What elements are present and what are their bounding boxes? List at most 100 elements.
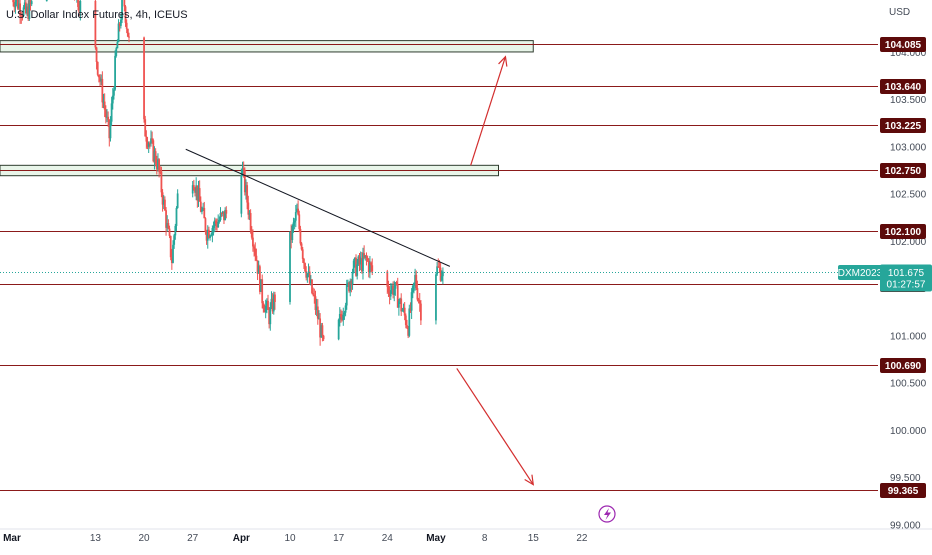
candle-body xyxy=(240,175,243,214)
candle-body xyxy=(246,185,249,203)
candle-body xyxy=(198,188,201,202)
candle-body xyxy=(121,0,123,20)
x-tick-label: 17 xyxy=(333,533,345,544)
candle-body xyxy=(153,151,156,162)
candle-body xyxy=(18,3,20,9)
candle-body xyxy=(250,230,253,238)
candle-body xyxy=(196,185,199,201)
candle-body xyxy=(337,319,340,340)
candle-body xyxy=(268,309,271,325)
candle-body xyxy=(306,273,309,278)
candle-body xyxy=(399,298,401,302)
arrow-line-0[interactable] xyxy=(470,56,507,166)
candle-body xyxy=(352,260,355,273)
candle-body xyxy=(392,285,394,295)
candle-body xyxy=(201,209,203,212)
candle-body xyxy=(365,255,368,259)
candle-body xyxy=(403,307,406,316)
candle-body xyxy=(96,61,99,75)
y-tick-label: 100.500 xyxy=(890,379,927,390)
x-axis[interactable]: Mar 13 20 27 Apr 10 17 24 May 8 15 22 xyxy=(3,533,588,544)
supply-zone-0[interactable] xyxy=(0,40,534,53)
candle-body xyxy=(102,101,105,103)
candle-body xyxy=(402,307,405,311)
candle-body xyxy=(343,312,346,315)
candle-body xyxy=(79,0,82,13)
candle-body xyxy=(151,138,154,141)
candle-body xyxy=(416,288,419,300)
current-price-tag-bg xyxy=(880,264,932,292)
candle-body xyxy=(353,257,356,261)
candle-body xyxy=(23,2,26,8)
candle-body xyxy=(143,37,145,120)
candle-body xyxy=(439,267,442,281)
candle-body xyxy=(270,298,273,308)
x-tick-label: 22 xyxy=(576,533,588,544)
candle-body xyxy=(296,208,298,213)
candle-body xyxy=(290,231,293,241)
candle-body xyxy=(241,168,244,176)
candle-body xyxy=(401,310,404,312)
candle-body xyxy=(389,290,392,297)
candle-body xyxy=(256,260,259,274)
x-tick-label: Mar xyxy=(3,533,21,544)
candle-body xyxy=(110,103,113,122)
candle-body xyxy=(409,308,412,311)
candle-body xyxy=(172,244,174,263)
candle-body xyxy=(411,285,414,293)
x-tick-label: May xyxy=(426,533,446,544)
candle-body xyxy=(289,231,291,302)
candle-body xyxy=(410,292,413,311)
candle-body xyxy=(255,255,258,261)
candle-body xyxy=(440,276,443,281)
candle-body xyxy=(157,159,159,170)
lightning-icon[interactable] xyxy=(598,505,616,523)
candle-body xyxy=(211,228,214,236)
drawings-layer xyxy=(0,55,878,486)
candle-body xyxy=(309,279,312,284)
candle-body xyxy=(15,0,18,2)
level-tag-bg-2 xyxy=(880,118,926,133)
candle-body xyxy=(366,258,369,261)
candle-body xyxy=(221,211,224,214)
candle-body xyxy=(363,253,366,258)
candle-body xyxy=(208,229,210,238)
candle-body xyxy=(369,262,371,272)
candle-body xyxy=(220,213,223,215)
candle-body xyxy=(204,218,207,233)
x-tick-label: Apr xyxy=(233,533,250,544)
candle-body xyxy=(301,249,304,259)
candle-body xyxy=(438,267,441,269)
candle-body xyxy=(321,325,324,336)
candle-body xyxy=(345,284,348,306)
candle-body xyxy=(351,272,354,285)
level-tag-bg-3 xyxy=(880,163,926,178)
candle-body xyxy=(263,308,266,313)
y-axis[interactable]: 104.000 103.500 103.000 102.500 102.000 101.0… xyxy=(890,48,927,531)
candle-body xyxy=(358,256,361,265)
candle-body xyxy=(191,185,194,194)
candle-body xyxy=(175,207,178,226)
candle-body xyxy=(415,274,418,289)
candle-body xyxy=(322,335,325,340)
candle-body xyxy=(145,136,148,142)
candle-body xyxy=(123,0,126,7)
candle-body xyxy=(274,294,276,302)
candle-body xyxy=(146,141,149,147)
candle-body xyxy=(128,36,130,38)
level-tag-bg-1 xyxy=(880,79,926,94)
candle-body xyxy=(167,223,170,229)
candle-body xyxy=(249,213,252,231)
candle-body xyxy=(20,15,23,17)
arrow-line-1[interactable] xyxy=(456,368,534,485)
candle-body xyxy=(126,28,129,37)
candle-body xyxy=(202,207,205,210)
y-tick-label: 103.500 xyxy=(890,95,927,106)
candle-body xyxy=(30,1,33,5)
x-tick-label: 24 xyxy=(382,533,394,544)
candle-body xyxy=(225,209,228,214)
level-tag-0: 104.085 xyxy=(885,40,922,51)
trendline[interactable] xyxy=(185,148,451,267)
